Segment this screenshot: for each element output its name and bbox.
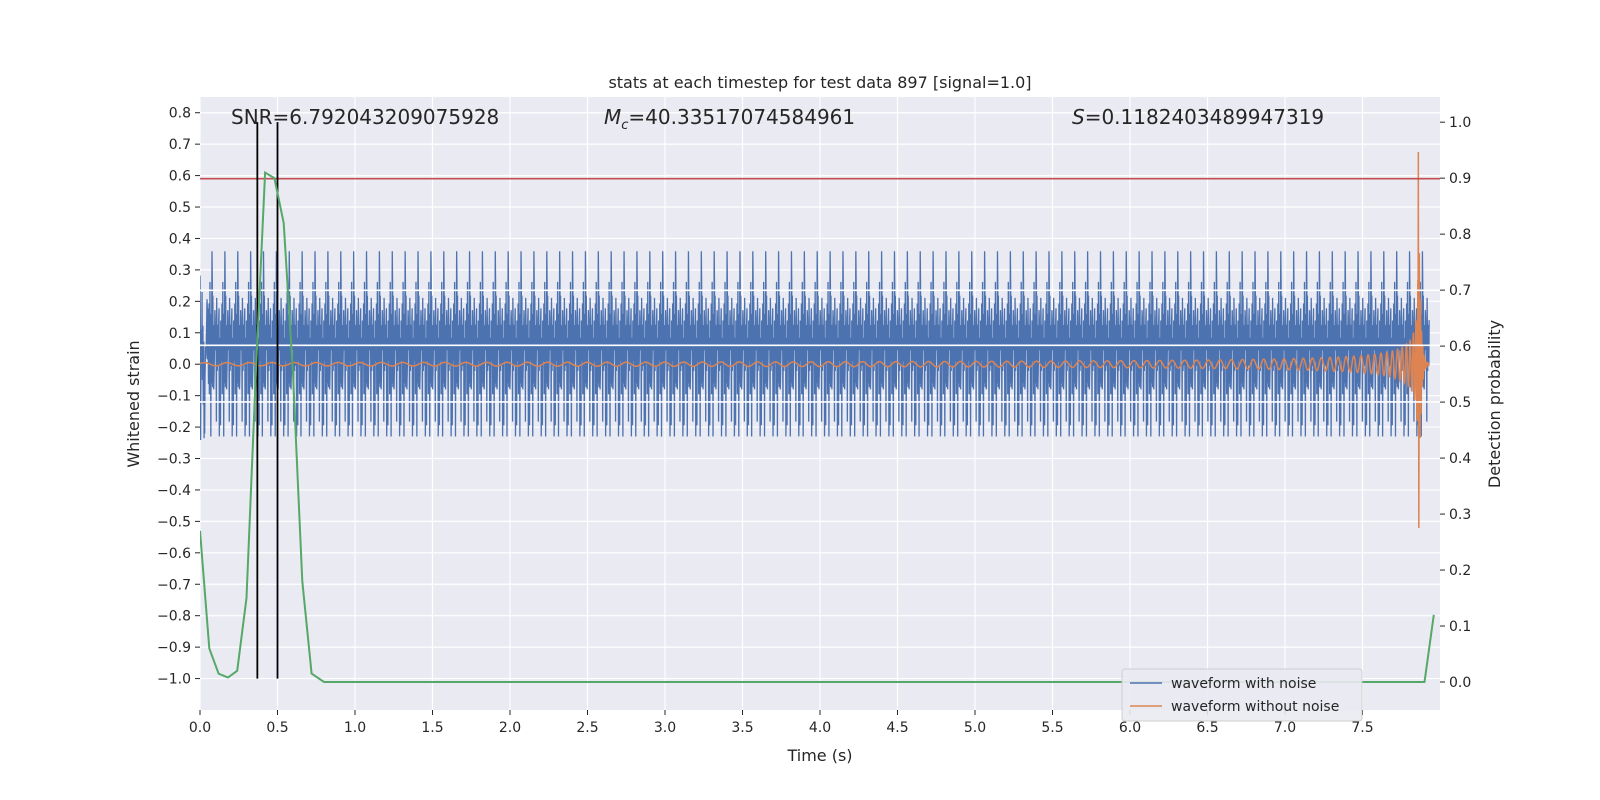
y-right-tick-label: 0.8 bbox=[1449, 227, 1471, 243]
y-tick-label: 0.5 bbox=[169, 200, 191, 216]
x-tick-label: 4.5 bbox=[886, 720, 908, 736]
chirp-mass-subscript: c bbox=[621, 118, 628, 133]
x-tick-label: 5.5 bbox=[1041, 720, 1063, 736]
x-axis-ticks: 0.0 0.5 1.0 1.5 2.0 2.5 3.0 3.5 4.0 4.5 5.0 5.5 6.0 6… bbox=[189, 710, 1374, 736]
chirp-mass-symbol: M bbox=[604, 105, 621, 129]
y-tick-label: 0.3 bbox=[169, 263, 191, 279]
y-axis-ticks: 0.8 0.7 0.6 0.5 0.4 0.3 0.2 0.1 0.0 −0.1 −0.2 −0.3 −… bbox=[157, 106, 200, 688]
y-right-tick-label: 0.1 bbox=[1449, 619, 1471, 635]
legend-label-clean: waveform without noise bbox=[1171, 699, 1339, 715]
y-right-tick-label: 0.3 bbox=[1449, 507, 1471, 523]
chirp-mass-annotation: Mc=40.33517074584961 bbox=[604, 105, 855, 133]
legend-box bbox=[1121, 668, 1363, 722]
x-tick-label: 0.5 bbox=[266, 720, 288, 736]
y-axis-label: Whitened strain bbox=[124, 340, 143, 467]
y-tick-label: 0.0 bbox=[169, 357, 191, 373]
y-tick-label: −0.9 bbox=[157, 640, 191, 656]
y-tick-label: −0.7 bbox=[157, 577, 191, 593]
x-tick-label: 1.0 bbox=[344, 720, 366, 736]
y-tick-label: −0.6 bbox=[157, 546, 191, 562]
y-right-tick-label: 1.0 bbox=[1449, 115, 1471, 131]
chirp-mass-value: =40.33517074584961 bbox=[628, 105, 855, 129]
y-right-tick-label: 0.0 bbox=[1449, 675, 1471, 691]
y-tick-label: −0.3 bbox=[157, 452, 191, 468]
x-tick-label: 3.0 bbox=[654, 720, 676, 736]
y-tick-label: −1.0 bbox=[157, 672, 191, 688]
chart-title: stats at each timestep for test data 897… bbox=[608, 73, 1031, 92]
y-tick-label: 0.7 bbox=[169, 137, 191, 153]
y-right-axis-label: Detection probability bbox=[1485, 320, 1504, 488]
y-right-tick-label: 0.4 bbox=[1449, 451, 1471, 467]
y-tick-label: −0.2 bbox=[157, 420, 191, 436]
x-tick-label: 2.0 bbox=[499, 720, 521, 736]
x-tick-label: 2.5 bbox=[576, 720, 598, 736]
x-tick-label: 5.0 bbox=[964, 720, 986, 736]
x-tick-label: 1.5 bbox=[421, 720, 443, 736]
s-symbol: S bbox=[1072, 105, 1085, 129]
y-tick-label: −0.4 bbox=[157, 483, 191, 499]
x-tick-label: 7.5 bbox=[1351, 720, 1373, 736]
y-tick-label: −0.8 bbox=[157, 609, 191, 625]
x-tick-label: 7.0 bbox=[1274, 720, 1296, 736]
y-tick-label: 0.1 bbox=[169, 326, 191, 342]
legend: waveform with noise waveform without noi… bbox=[1121, 668, 1363, 722]
series-waveform-without-noise bbox=[200, 151, 1430, 528]
snr-annotation: SNR=6.792043209075928 bbox=[231, 105, 499, 129]
s-annotation: S=0.1182403489947319 bbox=[1072, 105, 1324, 129]
y-tick-label: −0.1 bbox=[157, 389, 191, 405]
s-value: =0.1182403489947319 bbox=[1085, 105, 1324, 129]
y-right-tick-label: 0.5 bbox=[1449, 395, 1471, 411]
y-tick-label: 0.2 bbox=[169, 294, 191, 310]
legend-label-noise: waveform with noise bbox=[1171, 676, 1316, 692]
y-right-tick-label: 0.6 bbox=[1449, 339, 1471, 355]
y-tick-label: −0.5 bbox=[157, 514, 191, 530]
x-tick-label: 6.5 bbox=[1196, 720, 1218, 736]
y-right-tick-label: 0.2 bbox=[1449, 563, 1471, 579]
y-tick-label: 0.8 bbox=[169, 106, 191, 122]
series-waveform-with-noise bbox=[200, 251, 1430, 440]
overlay-lines bbox=[200, 122, 1440, 679]
x-tick-label: 6.0 bbox=[1119, 720, 1141, 736]
y-tick-label: 0.4 bbox=[169, 231, 191, 247]
y-tick-label: 0.6 bbox=[169, 169, 191, 185]
y-right-axis-ticks: 1.0 0.9 0.8 0.7 0.6 0.5 0.4 0.3 0.2 0.1 0.0 bbox=[1440, 115, 1471, 691]
x-axis-label: Time (s) bbox=[786, 746, 852, 765]
x-tick-label: 4.0 bbox=[809, 720, 831, 736]
y-right-tick-label: 0.7 bbox=[1449, 283, 1471, 299]
x-tick-label: 0.0 bbox=[189, 720, 211, 736]
y-right-tick-label: 0.9 bbox=[1449, 171, 1471, 187]
x-tick-label: 3.5 bbox=[731, 720, 753, 736]
